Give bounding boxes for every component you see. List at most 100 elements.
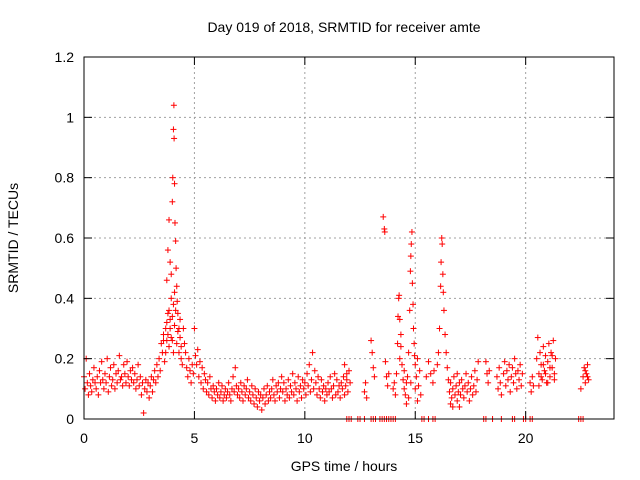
data-point — [514, 367, 521, 374]
data-point — [511, 355, 518, 362]
data-point — [538, 373, 545, 380]
data-point — [540, 343, 547, 350]
data-point — [466, 397, 473, 404]
data-point — [452, 391, 458, 398]
data-point — [106, 373, 113, 380]
data-point — [173, 265, 180, 272]
data-point — [206, 373, 213, 380]
data-point — [89, 376, 96, 383]
data-point — [149, 388, 156, 395]
data-point — [135, 361, 142, 368]
data-point — [475, 358, 482, 365]
x-tick-labels: 0 5 10 15 20 — [80, 430, 534, 446]
data-point — [493, 373, 500, 380]
data-point — [238, 388, 245, 395]
data-point — [319, 388, 326, 395]
data-point — [323, 391, 330, 398]
data-point — [151, 367, 158, 374]
data-point — [136, 382, 143, 389]
data-point — [535, 382, 542, 389]
data-point — [237, 379, 244, 386]
data-point — [443, 349, 450, 356]
data-point — [500, 370, 507, 377]
data-point — [410, 301, 417, 308]
data-point — [529, 373, 536, 380]
data-point — [347, 379, 354, 386]
data-point — [447, 379, 454, 386]
data-point — [167, 259, 174, 266]
data-point — [259, 394, 266, 401]
data-point — [272, 397, 279, 404]
data-point — [215, 379, 222, 386]
data-point — [582, 379, 589, 386]
data-point — [415, 382, 422, 389]
data-point — [506, 361, 513, 368]
data-point — [447, 400, 454, 407]
data-point — [190, 370, 197, 377]
data-point — [210, 382, 217, 389]
data-point — [164, 331, 171, 338]
data-point — [94, 373, 101, 380]
data-point — [396, 292, 403, 299]
data-point — [455, 388, 462, 395]
data-point — [198, 379, 205, 386]
data-point — [334, 388, 341, 395]
data-point — [236, 394, 243, 401]
data-point — [315, 373, 322, 380]
data-point — [216, 394, 223, 401]
data-point — [152, 379, 159, 386]
data-point — [344, 388, 351, 395]
data-point — [542, 370, 549, 377]
data-point — [129, 364, 136, 371]
data-point — [429, 379, 436, 386]
data-point — [195, 373, 202, 380]
data-point — [401, 367, 408, 374]
data-point — [275, 379, 282, 386]
x-axis-label: GPS time / hours — [291, 458, 398, 474]
data-point — [279, 388, 286, 395]
data-point — [158, 340, 165, 347]
data-point — [172, 238, 179, 245]
data-point — [170, 126, 177, 133]
data-point — [267, 394, 274, 401]
data-point — [397, 331, 404, 338]
data-point — [486, 367, 493, 374]
data-point — [173, 340, 180, 347]
data-point — [460, 394, 467, 401]
data-point — [395, 313, 402, 320]
data-point — [309, 349, 316, 356]
data-point — [442, 331, 449, 338]
data-point — [311, 367, 318, 374]
data-point — [95, 391, 102, 398]
data-point — [192, 352, 199, 359]
data-point — [185, 355, 192, 362]
data-point — [440, 307, 447, 314]
data-point — [412, 361, 419, 368]
data-point — [436, 325, 443, 332]
data-point — [193, 361, 200, 368]
data-point — [87, 382, 94, 389]
y-axis-label: SRMTID / TECUs — [5, 183, 21, 293]
data-point — [145, 379, 152, 386]
data-point — [289, 370, 296, 377]
data-point — [140, 409, 147, 416]
data-point — [321, 397, 328, 404]
y-tick-label: 0.4 — [55, 290, 75, 306]
data-point — [577, 385, 584, 392]
data-point — [108, 382, 115, 389]
data-point — [166, 216, 173, 223]
x-tick-label: 10 — [297, 430, 313, 446]
data-point — [343, 376, 350, 383]
chart-title: Day 019 of 2018, SRMTID for receiver amt… — [207, 19, 480, 35]
data-point — [301, 379, 308, 386]
data-point — [405, 349, 412, 356]
data-point — [188, 379, 195, 386]
data-point — [283, 385, 290, 392]
data-point — [320, 382, 327, 389]
data-point — [540, 361, 547, 368]
data-point — [340, 373, 347, 380]
data-point — [446, 388, 453, 395]
data-point — [252, 385, 259, 392]
data-point — [128, 376, 135, 383]
